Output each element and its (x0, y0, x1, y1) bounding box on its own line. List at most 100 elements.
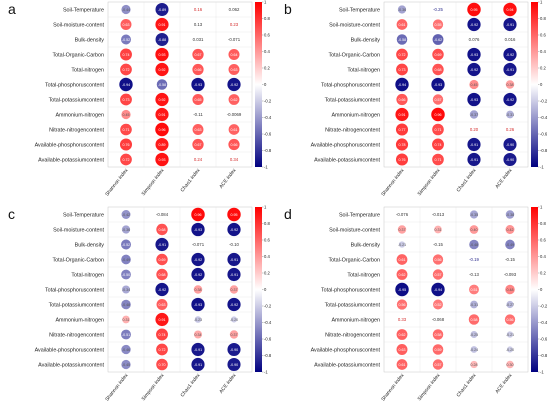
colorbar-tick-label: 1 (264, 205, 267, 210)
correlation-value: 0.72 (399, 53, 406, 57)
colorbar-tick-label: 0.4 (540, 254, 546, 259)
correlation-circle (227, 342, 241, 357)
correlation-value: 0.77 (399, 128, 406, 132)
column-label: Chao1 index (180, 372, 202, 398)
correlation-circle (156, 223, 168, 236)
row-label: Available-potassiumcontent (38, 362, 104, 368)
panel-label: b (284, 1, 292, 17)
correlation-circle (506, 300, 514, 309)
correlation-value: 0.34 (195, 333, 202, 337)
correlation-value: 0.72 (123, 158, 130, 162)
row-label: Available-phosphoruscontent (311, 142, 381, 148)
correlation-value: 0.45 (471, 83, 478, 87)
colorbar-tick-label: -1 (264, 165, 268, 170)
correlation-value: -0.93 (194, 303, 202, 307)
correlation-circle (470, 300, 478, 309)
correlation-value: -0.13 (469, 272, 479, 277)
correlation-value: -0.20 (230, 318, 238, 322)
correlation-circle (396, 19, 408, 30)
correlation-value: -0.94 (434, 288, 442, 292)
correlation-circle (396, 269, 408, 280)
correlation-value: 0.89 (159, 143, 166, 147)
correlation-value: -0.21 (398, 243, 406, 247)
colorbar-tick-label: 0.8 (264, 221, 270, 226)
correlation-circle (396, 344, 408, 355)
correlation-circle (155, 122, 169, 137)
correlation-value: -0.31 (506, 113, 514, 117)
correlation-value: -0.25 (433, 7, 443, 12)
colorbar-tick-label: 1 (264, 0, 267, 5)
correlation-value: -0.93 (194, 83, 202, 87)
correlation-value: -0.90 (230, 363, 238, 367)
correlation-circle (121, 344, 131, 355)
correlation-circle (156, 328, 168, 341)
correlation-value: -0.19 (469, 257, 479, 262)
column-label: Chao1 index (456, 167, 478, 193)
correlation-circle (121, 359, 131, 370)
correlation-value: 0.23 (230, 22, 239, 27)
correlation-circle (191, 297, 205, 312)
correlation-circle (395, 282, 409, 297)
correlation-value: 0.48 (507, 288, 514, 292)
column-label: Simpson index (141, 167, 166, 197)
correlation-value: -0.91 (194, 363, 202, 367)
correlation-circle (192, 138, 204, 151)
column-label: Shannon index (380, 167, 406, 197)
correlation-circle (229, 330, 239, 339)
correlation-circle (395, 123, 409, 136)
correlation-circle (191, 342, 205, 357)
correlation-value: 0.63 (123, 23, 130, 27)
correlation-circle (156, 299, 168, 310)
row-label: Nitrate-nitrogencontent (49, 127, 104, 133)
column-label: Shannon index (104, 167, 130, 197)
correlation-value: 0.68 (435, 68, 442, 72)
correlation-circle (155, 92, 169, 107)
correlation-value: -0.068 (432, 317, 445, 322)
row-label: Total-phosphoruscontent (45, 287, 105, 293)
correlation-value: -0.34 (122, 288, 130, 292)
correlation-circle (432, 34, 444, 45)
colorbar-tick-label: -1 (540, 370, 544, 375)
correlation-value: -0.91 (194, 348, 202, 352)
correlation-circle (470, 331, 478, 338)
correlation-value: -0.24 (470, 348, 478, 352)
row-label: Available-phosphoruscontent (35, 347, 105, 353)
correlation-value: -0.23 (194, 318, 202, 322)
correlation-value: -0.37 (470, 113, 478, 117)
column-label: Simpson index (141, 372, 166, 402)
correlation-circle (469, 284, 479, 295)
correlation-circle (397, 5, 407, 14)
correlation-circle (432, 254, 444, 265)
correlation-circle (227, 357, 241, 372)
correlation-value: 0.33 (398, 317, 407, 322)
colorbar-tick-label: -0.8 (264, 353, 272, 358)
correlation-circle (120, 123, 132, 136)
correlation-circle (121, 4, 131, 15)
correlation-circle (227, 252, 241, 267)
correlation-value: 0.91 (399, 113, 406, 117)
correlation-circle (432, 344, 444, 355)
correlation-value: -0.25 (470, 333, 478, 337)
row-label: Total-potassiumcontent (49, 97, 105, 103)
correlation-value: 0.26 (506, 127, 515, 132)
colorbar-tick-label: 1 (540, 205, 543, 210)
correlation-value: -0.91 (506, 23, 514, 27)
correlation-value: -0.92 (158, 288, 166, 292)
correlation-circle (192, 63, 204, 76)
correlation-value: -0.15 (433, 242, 443, 247)
correlation-circle (470, 360, 478, 369)
correlation-value: 0.13 (194, 22, 203, 27)
correlation-circle (120, 48, 132, 61)
column-label: Simpson index (417, 167, 442, 197)
correlation-value: 0.94 (507, 8, 514, 12)
panel-label: a (8, 1, 16, 17)
correlation-circle (432, 48, 444, 61)
row-label: Total-phosphoruscontent (321, 82, 381, 88)
correlation-value: 0.56 (507, 318, 514, 322)
colorbar (531, 207, 538, 372)
correlation-circle (470, 346, 478, 353)
correlation-circle (431, 107, 445, 122)
correlation-value: -0.46 (122, 348, 130, 352)
correlation-value: -0.95 (398, 288, 406, 292)
correlation-circle (230, 316, 238, 323)
